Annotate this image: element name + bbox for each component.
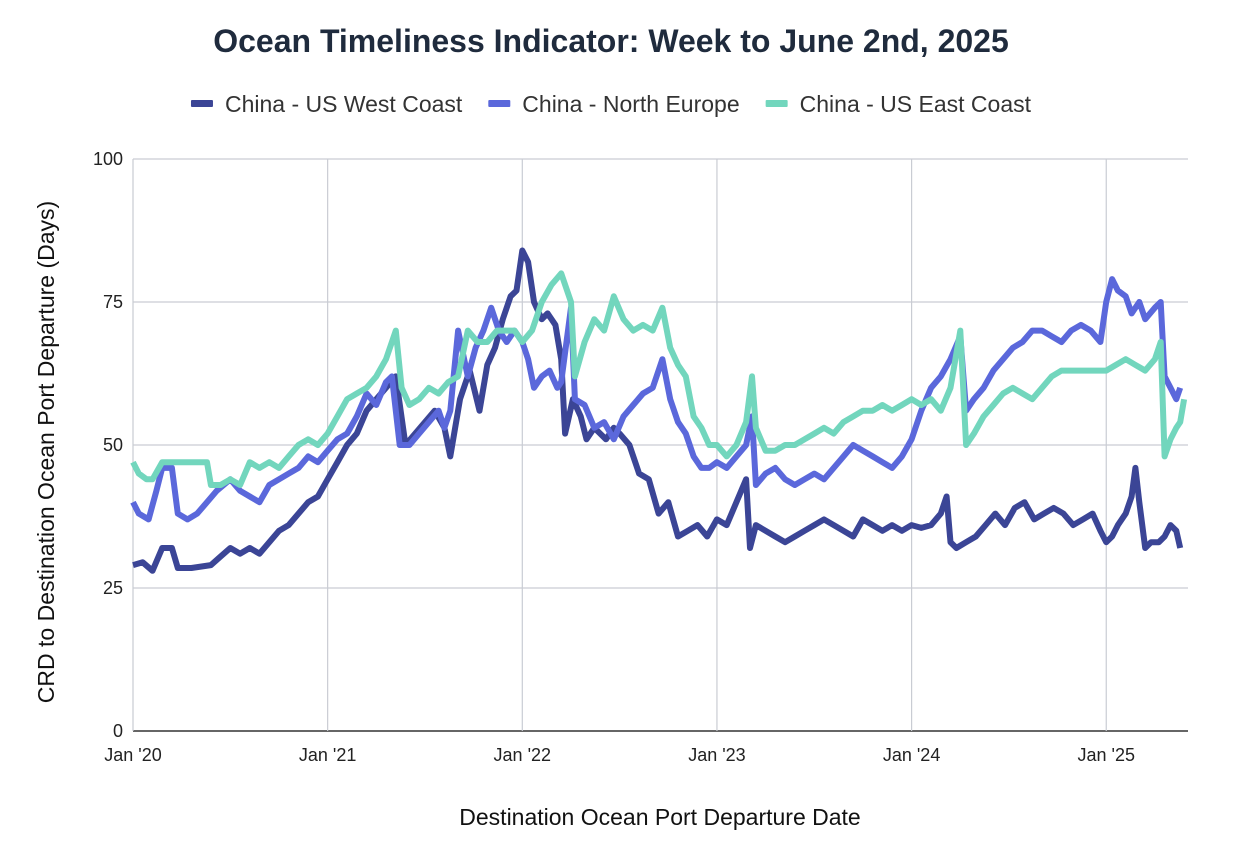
- x-tick-label: Jan '22: [494, 745, 551, 765]
- x-axis-label: Destination Ocean Port Departure Date: [459, 804, 860, 830]
- legend-label: China - US East Coast: [800, 91, 1032, 117]
- y-tick-label: 25: [103, 578, 123, 598]
- legend-swatch: [488, 100, 511, 107]
- x-axis-ticks: Jan '20 Jan '21 Jan '22 Jan '23 Jan '24 Jan '…: [104, 745, 1135, 765]
- y-tick-label: 75: [103, 292, 123, 312]
- x-tick-label: Jan '20: [104, 745, 161, 765]
- series-line-china-us-east-coast: [130, 270, 1188, 488]
- legend-label: China - North Europe: [522, 91, 739, 117]
- legend: China - US West Coast China - North Europ…: [190, 91, 1032, 117]
- legend-item: China - US East Coast: [765, 91, 1032, 117]
- legend-item: China - US West Coast: [190, 91, 463, 117]
- x-tick-label: Jan '24: [883, 745, 940, 765]
- legend-swatch: [190, 100, 213, 107]
- y-axis-label: CRD to Destination Ocean Port Departure …: [33, 201, 59, 703]
- legend-item: China - North Europe: [488, 91, 740, 117]
- legend-swatch: [765, 100, 788, 107]
- series-lines: [130, 247, 1188, 574]
- y-tick-label: 0: [113, 721, 123, 741]
- y-axis-ticks: 0 25 50 75 100: [93, 149, 123, 741]
- series-line-china-north-europe: [130, 276, 1184, 523]
- grid: [132, 158, 1188, 732]
- x-tick-label: Jan '23: [688, 745, 745, 765]
- y-tick-label: 100: [93, 149, 123, 169]
- y-tick-label: 50: [103, 435, 123, 455]
- x-tick-label: Jan '21: [299, 745, 356, 765]
- legend-label: China - US West Coast: [225, 91, 463, 117]
- series-line-china-us-west-coast: [132, 247, 1184, 574]
- x-tick-label: Jan '25: [1078, 745, 1135, 765]
- chart-title: Ocean Timeliness Indicator: Week to June…: [213, 23, 1009, 59]
